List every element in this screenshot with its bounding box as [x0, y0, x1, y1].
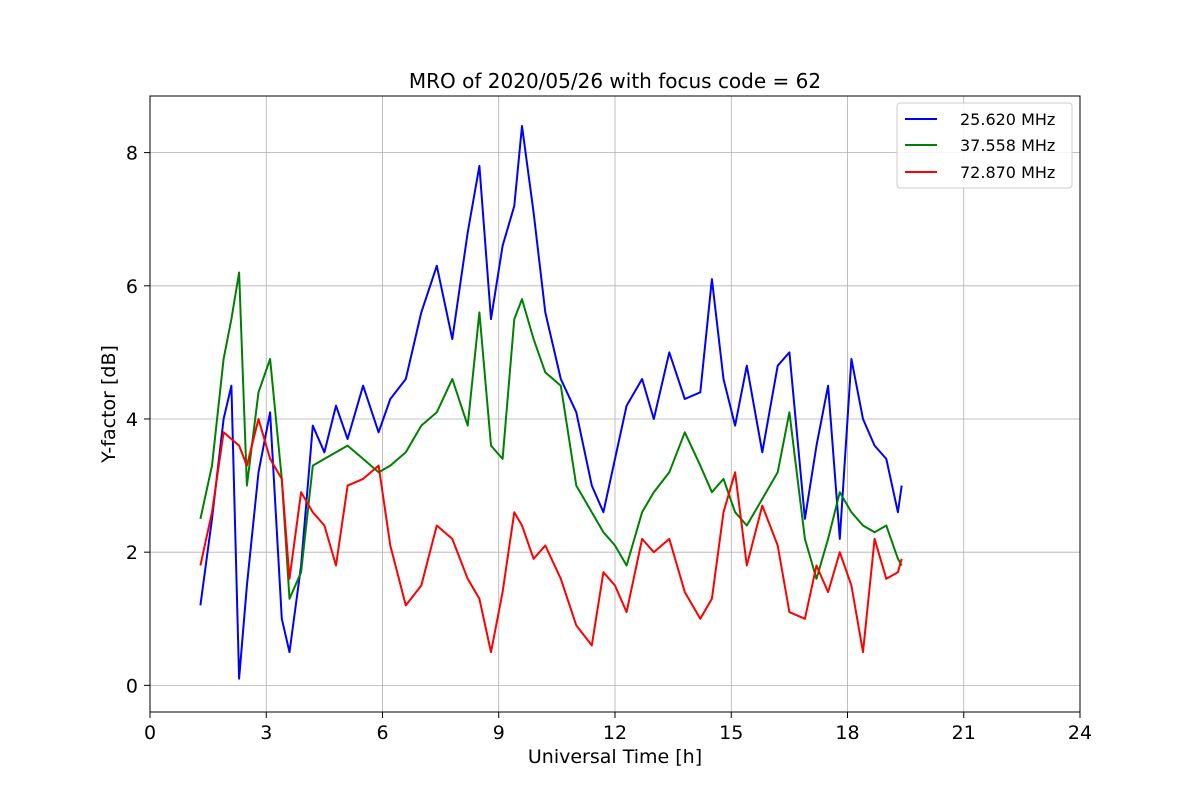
series-line-72-870-mhz [199, 418, 903, 654]
y-tick-label: 6 [126, 276, 138, 298]
x-tick-label: 0 [144, 722, 156, 744]
legend-label-25-620: 25.620 MHz [960, 110, 1055, 129]
x-tick-label: 15 [719, 722, 743, 744]
legend-label-37-558: 37.558 MHz [960, 136, 1055, 155]
y-tick-label: 8 [126, 143, 138, 165]
x-tick-label: 24 [1068, 722, 1092, 744]
y-tick-label: 0 [126, 675, 138, 697]
x-tick-label: 3 [260, 722, 272, 744]
x-tick-label: 21 [952, 722, 976, 744]
series-layer [199, 125, 903, 680]
x-tick-label: 18 [835, 722, 859, 744]
legend-box [896, 102, 1073, 189]
x-tick-label: 6 [376, 722, 388, 744]
chart-title: MRO of 2020/05/26 with focus code = 62 [409, 69, 821, 93]
x-axis-label: Universal Time [h] [528, 746, 702, 768]
y-axis-label: Y-factor [dB] [98, 345, 120, 464]
series-line-25-620-mhz [199, 125, 903, 680]
legend-label-72-870: 72.870 MHz [960, 163, 1055, 182]
y-tick-label: 4 [126, 409, 138, 431]
y-tick-label: 2 [126, 542, 138, 564]
x-tick-label: 9 [493, 722, 505, 744]
series-line-37-558-mhz [199, 271, 903, 600]
x-tick-label: 12 [603, 722, 627, 744]
legend: 25.620 MHz 37.558 MHz 72.870 MHz [896, 102, 1073, 189]
